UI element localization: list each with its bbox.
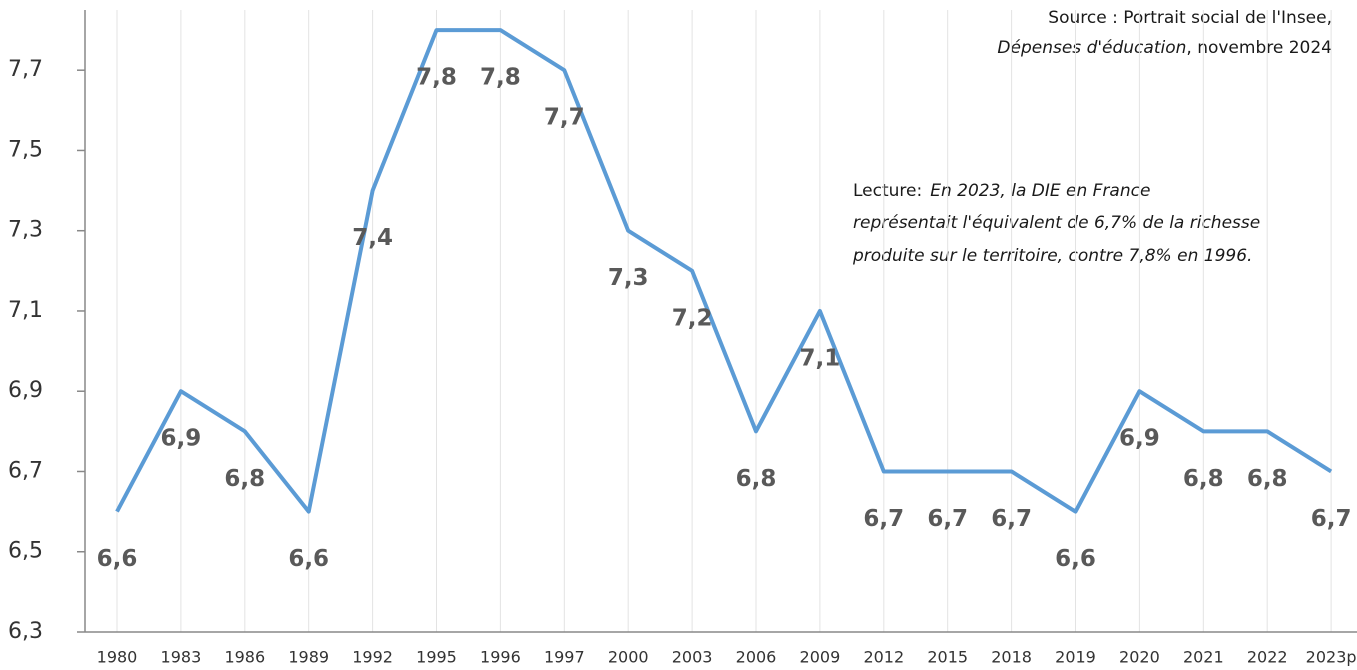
x-tick-label: 1995 bbox=[416, 648, 457, 667]
data-label: 7,3 bbox=[608, 265, 649, 291]
lecture-text: produite sur le territoire, contre 7,8% … bbox=[852, 246, 1252, 266]
x-tick-label: 1986 bbox=[224, 648, 265, 667]
x-tick-label: 2015 bbox=[927, 648, 968, 667]
lecture-text: représentait l'équivalent de 6,7% de la … bbox=[853, 213, 1260, 233]
data-label: 6,6 bbox=[97, 546, 138, 572]
x-tick-label: 1992 bbox=[352, 648, 393, 667]
data-label: 7,4 bbox=[352, 225, 393, 251]
x-tick-label: 2003 bbox=[672, 648, 713, 667]
lecture-label: Lecture: bbox=[853, 181, 922, 201]
x-tick-label: 2022 bbox=[1247, 648, 1288, 667]
data-label: 6,8 bbox=[1183, 466, 1224, 492]
data-label: 6,6 bbox=[288, 546, 329, 572]
source-line: Source : Portrait social de l'Insee, bbox=[1048, 8, 1332, 28]
lecture-text: En 2023, la DIE en France bbox=[930, 181, 1150, 201]
x-tick-label: 1997 bbox=[544, 648, 585, 667]
x-tick-label: 2012 bbox=[863, 648, 904, 667]
y-tick-label: 7,1 bbox=[8, 298, 43, 323]
data-label: 6,7 bbox=[991, 506, 1032, 532]
y-tick-label: 7,7 bbox=[8, 57, 43, 82]
x-tick-label: 2020 bbox=[1119, 648, 1160, 667]
y-tick-label: 6,7 bbox=[8, 458, 43, 483]
data-label: 6,7 bbox=[863, 506, 904, 532]
x-tick-label: 1996 bbox=[480, 648, 521, 667]
data-label: 6,9 bbox=[161, 426, 202, 452]
x-tick-label: 2019 bbox=[1055, 648, 1096, 667]
data-label: 6,8 bbox=[736, 466, 777, 492]
data-label: 6,9 bbox=[1119, 426, 1160, 452]
x-tick-label: 2006 bbox=[736, 648, 777, 667]
x-tick-label: 2018 bbox=[991, 648, 1032, 667]
data-label: 6,7 bbox=[1311, 506, 1352, 532]
x-tick-label: 2021 bbox=[1183, 648, 1224, 667]
y-tick-label: 6,5 bbox=[8, 539, 43, 564]
x-tick-label: 2000 bbox=[608, 648, 649, 667]
x-tick-label: 1989 bbox=[288, 648, 329, 667]
source-date: , novembre 2024 bbox=[1186, 38, 1332, 58]
y-tick-label: 6,9 bbox=[8, 378, 43, 403]
data-line bbox=[115, 28, 1333, 514]
data-label: 7,1 bbox=[800, 345, 841, 371]
source-title: Dépenses d'éducation bbox=[997, 38, 1186, 58]
x-tick-label: 1983 bbox=[161, 648, 202, 667]
data-label: 6,7 bbox=[927, 506, 968, 532]
x-tick-label: 1980 bbox=[97, 648, 138, 667]
data-label: 6,8 bbox=[1247, 466, 1288, 492]
x-tick-label: 2023p bbox=[1306, 648, 1357, 667]
data-label: 6,6 bbox=[1055, 546, 1096, 572]
y-tick-label: 6,3 bbox=[8, 619, 43, 644]
data-label: 6,8 bbox=[224, 466, 265, 492]
source-line: Dépenses d'éducation, novembre 2024 bbox=[997, 38, 1332, 58]
data-label: 7,7 bbox=[544, 105, 585, 131]
lecture-line: Lecture: En 2023, la DIE en France bbox=[853, 181, 1150, 201]
y-tick-label: 7,3 bbox=[8, 218, 43, 243]
data-label: 7,8 bbox=[480, 65, 521, 91]
data-label: 7,2 bbox=[672, 305, 713, 331]
data-label: 7,8 bbox=[416, 65, 457, 91]
y-tick-label: 7,5 bbox=[8, 137, 43, 162]
x-tick-label: 2009 bbox=[800, 648, 841, 667]
